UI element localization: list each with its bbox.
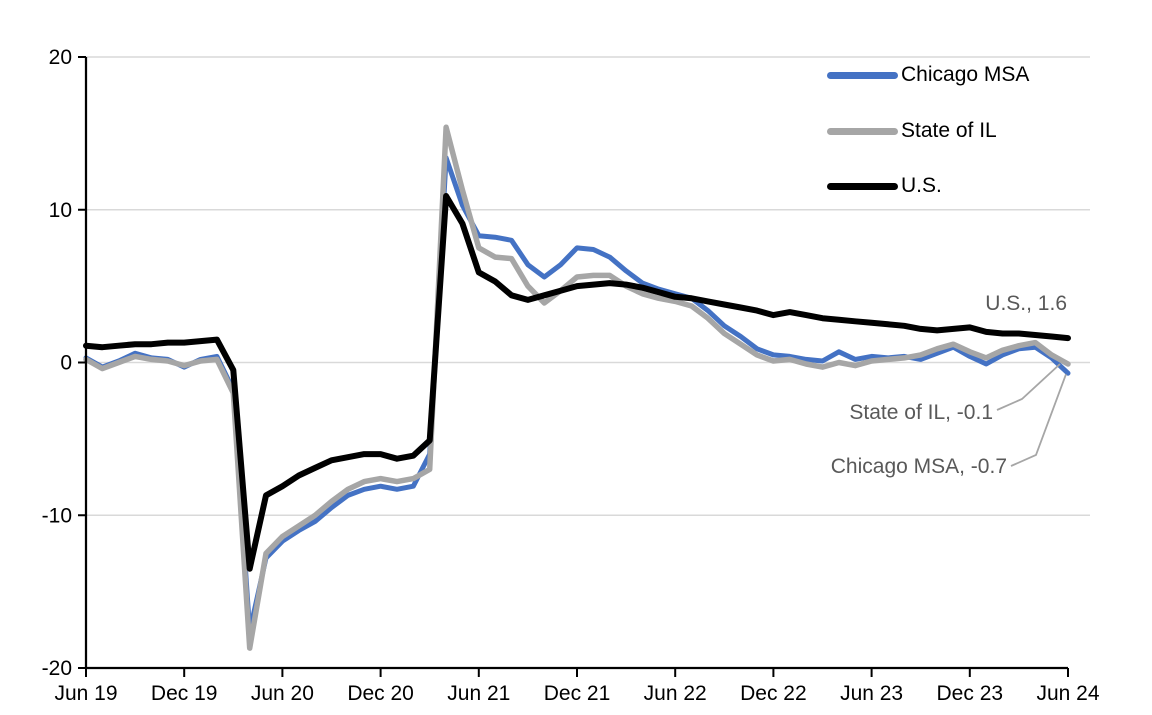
legend-item-state-of-il: State of IL [827, 117, 997, 145]
x-tick-label: Dec 22 [740, 682, 807, 705]
y-tick-label: -10 [42, 504, 72, 527]
legend-label-us: U.S. [901, 174, 942, 197]
legend-swatch-chicago-msa [827, 71, 898, 79]
leader-line-chicago-msa [1010, 373, 1067, 467]
annotation-us-end-value: U.S., 1.6 [985, 292, 1067, 315]
series-line-state-of-il [83, 124, 1071, 651]
x-tick-label: Dec 19 [151, 682, 218, 705]
x-tick-label: Jun 22 [644, 682, 707, 705]
x-tick-label: Dec 20 [347, 682, 414, 705]
x-tick-label: Jun 23 [840, 682, 903, 705]
x-tick-label: Jun 24 [1036, 682, 1099, 705]
x-tick-label: Jun 20 [251, 682, 314, 705]
x-tick-label: Dec 23 [937, 682, 1004, 705]
legend-label-state-of-il: State of IL [901, 119, 997, 142]
legend-swatch-state-of-il [827, 127, 898, 135]
x-tick-label: Jun 19 [54, 682, 117, 705]
leader-line-state-of-il [996, 363, 1061, 411]
y-tick-label: 10 [49, 199, 72, 222]
annotation-il-end-value: State of IL, -0.1 [849, 401, 993, 424]
legend-item-chicago-msa: Chicago MSA [827, 61, 1029, 89]
legend-swatch-us [827, 182, 898, 190]
legend-item-us: U.S. [827, 172, 942, 200]
legend-label-chicago-msa: Chicago MSA [901, 63, 1030, 86]
x-tick-label: Dec 21 [544, 682, 611, 705]
y-tick-label: 0 [60, 352, 72, 375]
x-tick-label: Jun 21 [447, 682, 510, 705]
annotation-chicago-end-value: Chicago MSA, -0.7 [830, 455, 1007, 478]
series-line-u-s- [83, 193, 1071, 572]
y-tick-label: -20 [42, 657, 72, 680]
y-tick-label: 20 [49, 46, 72, 69]
